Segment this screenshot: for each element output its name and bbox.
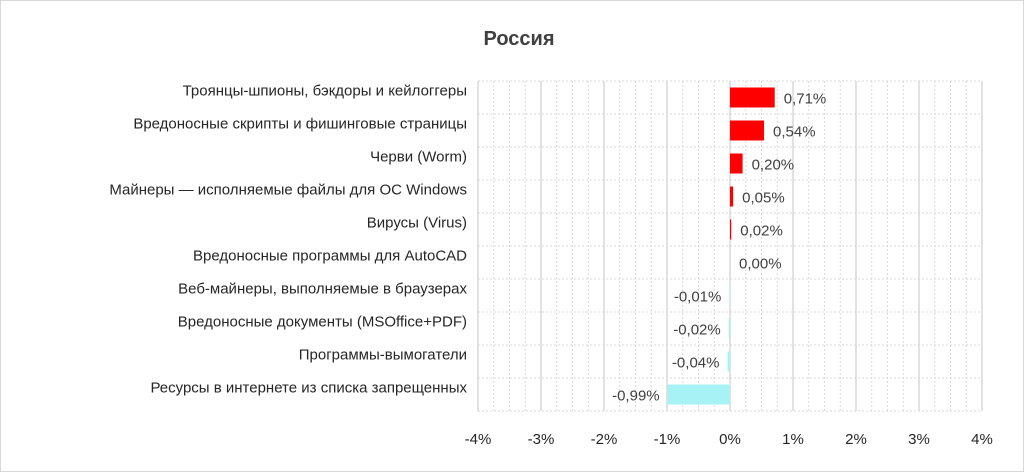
category-labels: Троянцы-шпионы, бэкдоры и кейлоггеры Вред… bbox=[109, 83, 467, 397]
x-tick-label: 1% bbox=[782, 431, 804, 448]
data-label: -0,04% bbox=[672, 355, 720, 372]
bar bbox=[730, 87, 775, 108]
bar bbox=[667, 384, 730, 405]
data-label: 0,02% bbox=[740, 223, 783, 240]
data-label: 0,54% bbox=[773, 124, 816, 141]
data-label: -0,02% bbox=[673, 322, 721, 339]
x-tick-label: -4% bbox=[465, 431, 492, 448]
category-label: Черви (Worm) bbox=[370, 149, 467, 166]
bar bbox=[730, 153, 743, 174]
bars bbox=[667, 87, 775, 405]
x-tick-label: -1% bbox=[654, 431, 681, 448]
x-tick-labels: -4% -3% -2% -1% 0% 1% 2% 3% 4% bbox=[465, 431, 993, 448]
category-label: Веб-майнеры, выполняемые в браузерах bbox=[178, 281, 467, 298]
category-label: Вредоносные документы (MSOffice+PDF) bbox=[178, 314, 467, 331]
x-tick-label: -3% bbox=[528, 431, 555, 448]
data-label: -0,01% bbox=[674, 289, 722, 306]
bar bbox=[728, 318, 730, 339]
data-label: -0,99% bbox=[612, 388, 660, 405]
data-label: 0,20% bbox=[752, 157, 795, 174]
chart-title: Россия bbox=[483, 28, 554, 50]
category-label: Майнеры — исполняемые файлы для ОС Windo… bbox=[109, 182, 467, 199]
x-tick-label: 2% bbox=[845, 431, 867, 448]
bar bbox=[729, 285, 730, 306]
bar bbox=[730, 219, 732, 240]
x-tick-label: -2% bbox=[591, 431, 618, 448]
x-tick-label: 0% bbox=[719, 431, 741, 448]
bar bbox=[727, 351, 730, 372]
data-label: 0,05% bbox=[742, 190, 785, 207]
category-label: Программы-вымогатели bbox=[299, 347, 467, 364]
x-tick-label: 3% bbox=[908, 431, 930, 448]
data-labels: 0,71% 0,54% 0,20% 0,05% 0,02% 0,00% -0,01% -0,0… bbox=[612, 91, 826, 405]
category-label: Троянцы-шпионы, бэкдоры и кейлоггеры bbox=[183, 83, 467, 100]
bar bbox=[730, 120, 765, 141]
category-label: Вредоносные скрипты и фишинговые страниц… bbox=[133, 116, 467, 133]
x-tick-label: 4% bbox=[971, 431, 993, 448]
grid-lines bbox=[477, 80, 983, 412]
category-label: Вирусы (Virus) bbox=[367, 215, 467, 232]
data-label: 0,00% bbox=[739, 256, 782, 273]
data-label: 0,71% bbox=[784, 91, 827, 108]
category-label: Ресурсы в интернете из списка запрещенны… bbox=[150, 380, 467, 397]
bar bbox=[730, 186, 734, 207]
category-label: Вредоносные программы для AutoCAD bbox=[193, 248, 467, 265]
